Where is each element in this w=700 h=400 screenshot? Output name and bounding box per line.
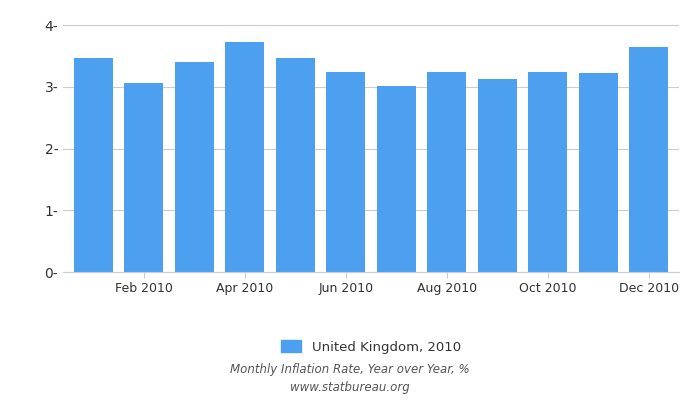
- Bar: [326, 72, 365, 272]
- Bar: [225, 42, 265, 272]
- Bar: [276, 58, 315, 272]
- Text: Monthly Inflation Rate, Year over Year, %: Monthly Inflation Rate, Year over Year, …: [230, 364, 470, 376]
- Bar: [174, 62, 214, 272]
- Bar: [477, 79, 517, 272]
- Bar: [74, 58, 113, 272]
- Bar: [578, 73, 618, 272]
- Bar: [427, 72, 466, 272]
- Legend: United Kingdom, 2010: United Kingdom, 2010: [276, 335, 466, 359]
- Bar: [528, 72, 568, 272]
- Text: www.statbureau.org: www.statbureau.org: [290, 382, 410, 394]
- Bar: [629, 47, 668, 272]
- Bar: [377, 86, 416, 272]
- Bar: [124, 83, 164, 272]
